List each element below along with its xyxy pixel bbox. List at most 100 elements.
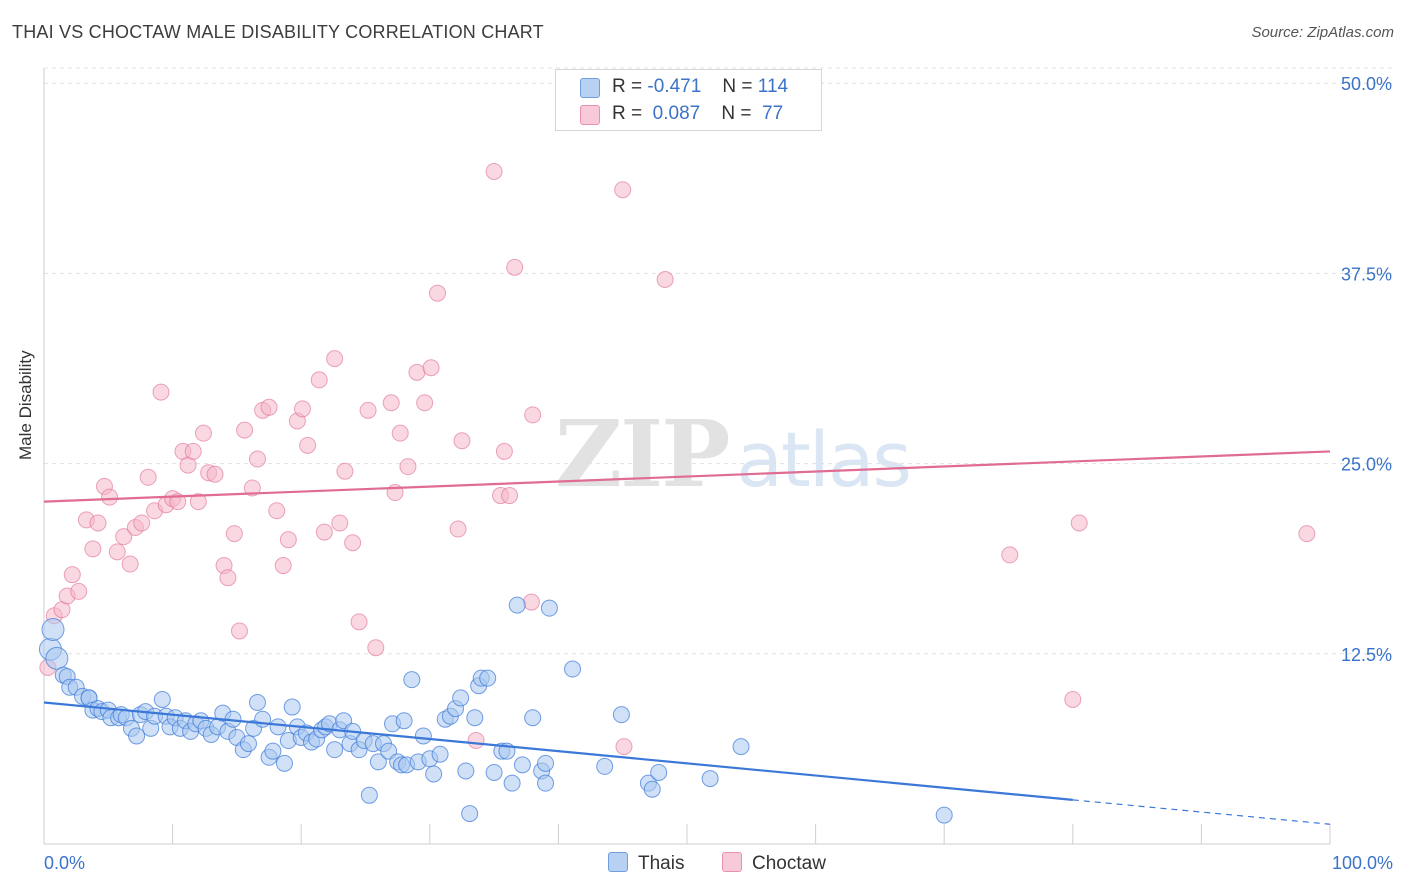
data-point-choctaw [121,555,139,573]
data-point-thais [503,774,521,792]
data-point-thais [45,646,69,670]
data-point-choctaw [429,284,447,302]
source-credit: Source: ZipAtlas.com [1251,24,1394,41]
trend-lines [43,450,1331,825]
bottom-legend-swatch-choctaw [722,852,742,872]
data-point-choctaw [501,487,519,505]
x-tick-label: 100.0% [1332,853,1393,873]
legend-swatch-thais [580,78,600,98]
trend-line-thais [43,701,1073,801]
data-point-choctaw [101,488,119,506]
data-point-choctaw [524,406,542,424]
data-point-thais [643,780,661,798]
data-point-choctaw [336,462,354,480]
watermark: ZIP atlas [555,400,912,508]
data-point-choctaw [189,493,207,511]
data-point-thais [540,599,558,617]
series-choctaw [39,162,1316,756]
legend-n-value: 77 [756,103,784,124]
data-point-choctaw [236,421,254,439]
data-point-choctaw [1298,525,1316,543]
data-point-choctaw [219,569,237,587]
data-point-choctaw [391,424,409,442]
data-point-choctaw [615,738,633,756]
data-point-thais [264,742,282,760]
data-point-thais [508,596,526,614]
data-point-choctaw [350,613,368,631]
data-point-thais [395,712,413,730]
data-point-thais [612,706,630,724]
bottom-legend-label-choctaw: Choctaw [752,853,826,874]
data-point-choctaw [310,371,328,389]
data-point-thais [452,689,470,707]
data-point-thais [41,617,65,641]
y-axis-label: Male Disability [16,350,35,460]
trend-line-choctaw [43,450,1331,503]
data-point-choctaw [243,479,261,497]
watermark-zip: ZIP [555,400,730,508]
data-point-thais [564,660,582,678]
data-point-thais [360,786,378,804]
data-point-choctaw [522,593,540,611]
data-point-choctaw [656,270,674,288]
y-tick-label: 12.5% [1341,645,1392,665]
data-point-choctaw [133,514,151,532]
data-point-thais [466,709,484,727]
data-point-choctaw [422,359,440,377]
data-point-thais [457,762,475,780]
data-point-thais [153,690,171,708]
data-point-choctaw [84,540,102,558]
data-point-choctaw [274,557,292,575]
data-point-thais [650,763,668,781]
y-tick-label: 37.5% [1341,264,1392,284]
data-point-choctaw [367,639,385,657]
data-point-choctaw [70,582,88,600]
data-point-choctaw [108,543,126,561]
data-point-thais [254,710,272,728]
data-point-thais [425,765,443,783]
data-point-choctaw [1064,690,1082,708]
data-point-choctaw [382,394,400,412]
data-point-choctaw [326,350,344,368]
data-point-choctaw [260,398,278,416]
data-point-choctaw [299,436,317,454]
legend-r-value: 0.087 [647,103,701,124]
data-point-choctaw [359,401,377,419]
legend-r-value: -0.471 [647,76,702,97]
data-point-thais [537,754,555,772]
data-point-thais [269,718,287,736]
data-point-choctaw [248,450,266,468]
data-point-choctaw [506,258,524,276]
trend-line-thais-extension [1072,799,1331,825]
bottom-legend-label-thais: Thais [638,853,685,874]
data-point-thais [524,709,542,727]
axes [43,68,1331,845]
data-point-thais [485,763,503,781]
data-point-choctaw [225,525,243,543]
data-point-thais [283,698,301,716]
legend-n-value: 114 [757,76,789,97]
data-point-choctaw [184,442,202,460]
data-point-choctaw [408,363,426,381]
data-point-choctaw [293,400,311,418]
legend-swatch-choctaw [580,105,600,125]
data-point-thais [537,774,555,792]
data-point-choctaw [268,502,286,520]
data-point-thais [935,806,953,824]
data-point-thais [248,693,266,711]
data-point-choctaw [315,523,333,541]
y-tick-label: 25.0% [1341,455,1392,475]
legend-n-label: N = [721,103,752,124]
data-point-choctaw [279,531,297,549]
grid-lines [44,67,1392,655]
data-point-thais [479,669,497,687]
data-point-choctaw [152,383,170,401]
chart-title: THAI VS CHOCTAW MALE DISABILITY CORRELAT… [12,22,544,42]
data-point-thais [403,671,421,689]
data-point-choctaw [449,520,467,538]
tick-labels: 12.5% 25.0% 37.5% 50.0% 0.0% 100.0% [44,74,1393,873]
data-point-thais [275,754,293,772]
data-point-thais [431,745,449,763]
bottom-legend-swatch-thais [608,852,628,872]
